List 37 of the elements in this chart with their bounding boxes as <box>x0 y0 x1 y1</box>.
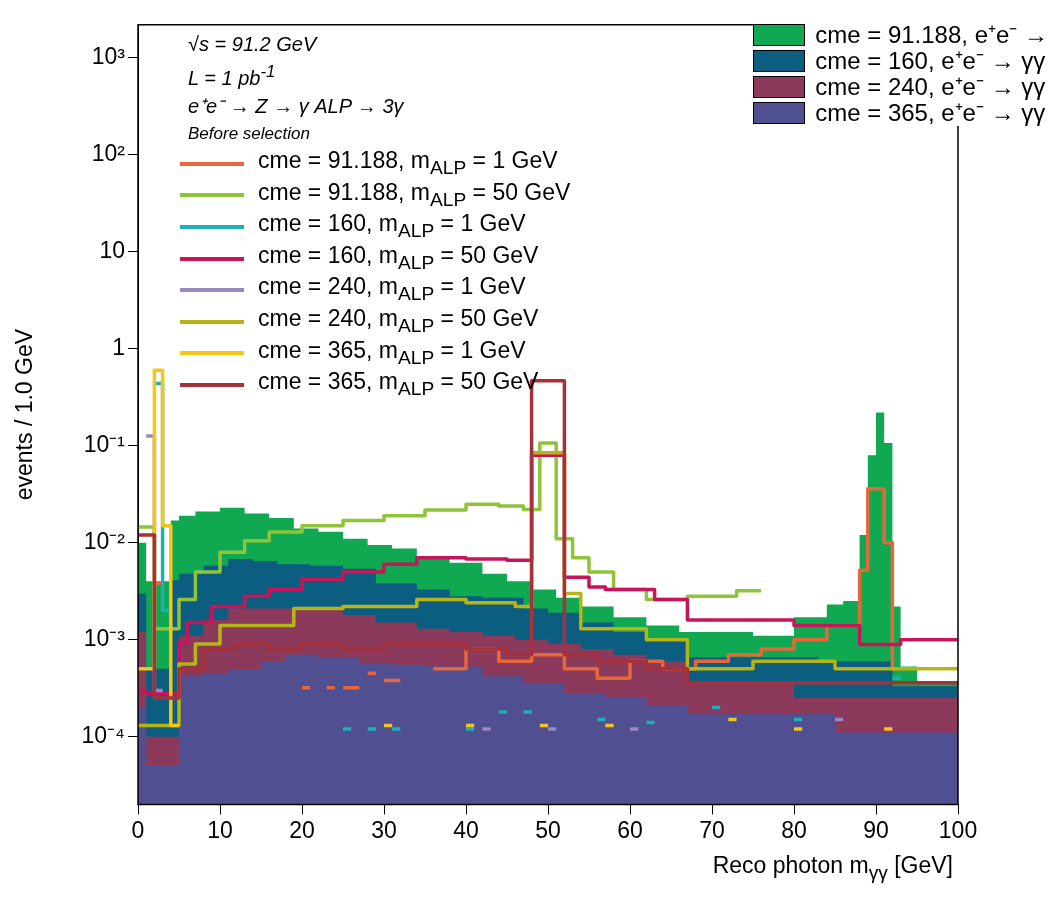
x-tick-label: 10 <box>207 816 233 843</box>
legend-label: cme = 365, e⁺e⁻ → γγ <box>815 99 1046 126</box>
y-tick-label: 1 <box>112 334 125 361</box>
annotation: √s = 91.2 GeV <box>188 32 319 57</box>
x-tick-label: 20 <box>289 816 315 843</box>
legend-label: cme = 160, e⁺e⁻ → γγ <box>815 47 1046 74</box>
annotation: e⁺e⁻ → Z → γ ALP → 3γ <box>188 93 404 119</box>
legend-label: cme = 240, m$_{ALP}$ = 1 GeV <box>258 273 526 306</box>
y-tick-label: 10⁻⁴ <box>81 721 125 748</box>
y-tick-label: 10² <box>91 140 126 167</box>
x-axis-title: Reco photon m$_{γγ}$ [GeV] <box>712 852 953 884</box>
x-tick-label: 80 <box>781 816 807 843</box>
x-tick-label: 90 <box>863 816 889 843</box>
x-tick-label: 30 <box>371 816 397 843</box>
y-axis-title: events / 1.0 GeV <box>11 328 38 501</box>
y-tick-label: 10 <box>99 237 125 264</box>
x-tick-label: 70 <box>699 816 725 843</box>
x-tick-label: 100 <box>938 816 978 843</box>
y-tick-label: 10⁻² <box>83 528 126 555</box>
x-tick-label: 40 <box>453 816 479 843</box>
legend-label: cme = 160, m$_{ALP}$ = 1 GeV <box>258 210 526 243</box>
legend-label: cme = 365, m$_{ALP}$ = 50 GeV <box>258 368 539 401</box>
annotation: L = 1 pb$^{-1}$ <box>188 61 277 91</box>
legend-label: cme = 160, m$_{ALP}$ = 50 GeV <box>258 241 539 275</box>
legend-label: cme = 365, m$_{ALP}$ = 1 GeV <box>258 336 526 370</box>
legend-label: cme = 91.188, m$_{ALP}$ = 1 GeV <box>258 147 558 180</box>
legend-label: cme = 91.188, m$_{ALP}$ = 50 GeV <box>258 178 571 212</box>
legend-label: cme = 91.188, e⁺e⁻ → <box>815 21 1048 48</box>
annotation: Before selection <box>188 122 311 145</box>
y-tick-label: 10⁻³ <box>83 625 126 652</box>
legend-label: cme = 240, m$_{ALP}$ = 50 GeV <box>258 304 539 338</box>
x-tick-label: 60 <box>617 816 643 843</box>
y-tick-label: 10³ <box>91 43 126 70</box>
x-tick-label: 50 <box>535 816 561 843</box>
legend-label: cme = 240, e⁺e⁻ → γγ <box>815 73 1046 100</box>
x-tick-label: 0 <box>131 816 145 843</box>
y-tick-label: 10⁻¹ <box>83 431 126 458</box>
